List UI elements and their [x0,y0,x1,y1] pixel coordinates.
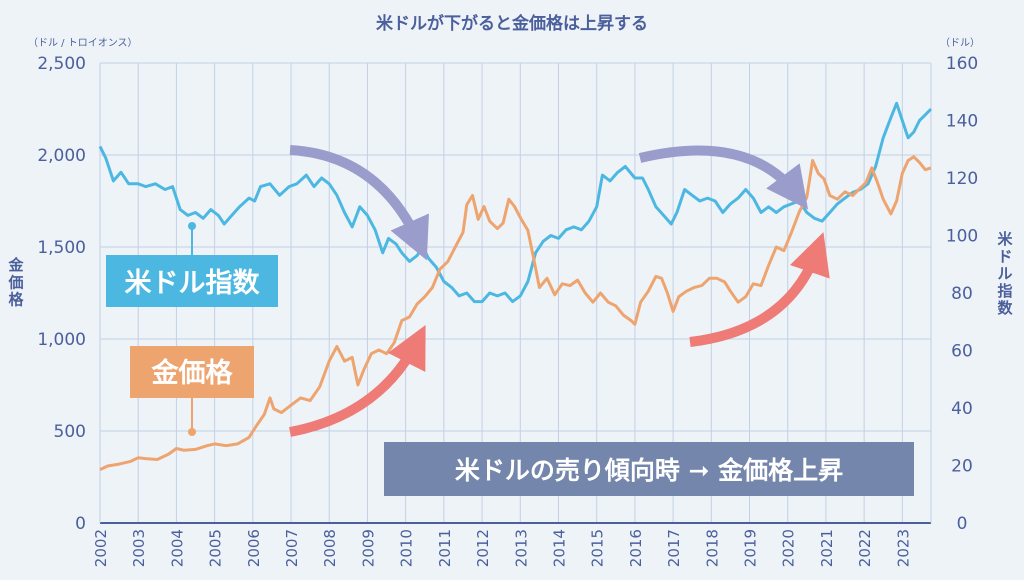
x-tick-label: 2012 [474,529,492,567]
right-tick-label: 80 [951,284,973,304]
x-tick-label: 2002 [92,529,110,567]
chart-title: 米ドルが下がると金価格は上昇する [376,13,648,34]
x-tick-label: 2010 [398,529,416,567]
series-line-gold-price [99,155,932,471]
arrow-usd-fall-2 [638,145,809,210]
left-axis: 0 500 1,000 1,500 2,000 2,500 [37,54,86,534]
banner-text: 米ドルの売り傾向時 ➞ 金価格上昇 [455,456,843,485]
x-tick-label: 2005 [207,529,225,567]
x-tick-label: 2020 [780,529,798,567]
x-tick-label: 2006 [245,529,263,567]
x-tick-label: 2017 [665,529,683,567]
right-axis-unit: （ドル） [940,37,980,49]
right-tick-label: 140 [946,112,978,132]
left-tick-label: 0 [75,514,86,534]
x-tick-label: 2016 [627,529,645,567]
arrow-gold-rise-1 [289,325,426,437]
x-tick-label: 2003 [130,529,148,567]
right-axis-title: 米ドル指数 [997,230,1013,317]
left-tick-label: 2,000 [37,146,86,166]
right-tick-label: 60 [951,342,973,362]
gold-label: 金価格 [151,357,234,389]
left-axis-title: 金価格 [7,256,24,309]
arrow-gold-rise-2 [689,232,830,347]
gold-label-box [130,346,254,398]
usd-label: 米ドル指数 [125,268,261,299]
left-tick-label: 1,000 [37,330,86,350]
left-tick-label: 500 [54,422,86,442]
right-axis: 0 20 40 60 80 100 120 140 160 [946,54,978,534]
x-tick-label: 2013 [512,529,530,567]
right-tick-label: 100 [946,227,978,247]
x-axis: 2002 2003 2004 2005 2006 2007 2008 2009 2010 2011… [92,529,912,567]
left-tick-label: 2,500 [37,54,86,74]
usd-label-box [106,255,278,307]
x-tick-label: 2008 [321,529,339,567]
usd-label-dot [188,222,196,230]
x-tick-label: 2023 [894,529,912,567]
gold-label-dot [188,428,196,436]
x-tick-label: 2014 [550,529,568,567]
x-tick-label: 2009 [359,529,377,567]
x-tick-label: 2004 [168,529,186,567]
x-tick-label: 2021 [818,529,836,567]
x-tick-label: 2011 [436,529,454,567]
left-tick-label: 1,500 [37,238,86,258]
x-tick-label: 2019 [742,529,760,567]
x-tick-label: 2018 [703,529,721,567]
x-tick-label: 2015 [589,529,607,567]
arrow-usd-fall-1 [289,145,429,261]
right-tick-label: 160 [946,54,978,74]
right-tick-label: 20 [951,457,973,477]
left-axis-unit: （ドル / トロイオンス） [28,37,138,49]
right-tick-label: 40 [951,399,973,419]
svg-text:米ドル指数: 米ドル指数 [997,230,1013,317]
right-tick-label: 120 [946,169,978,189]
x-tick-label: 2022 [856,529,874,567]
x-tick-label: 2007 [283,529,301,567]
right-tick-label: 0 [957,514,968,534]
banner-box [384,442,914,496]
svg-text:金価格: 金価格 [7,256,24,309]
